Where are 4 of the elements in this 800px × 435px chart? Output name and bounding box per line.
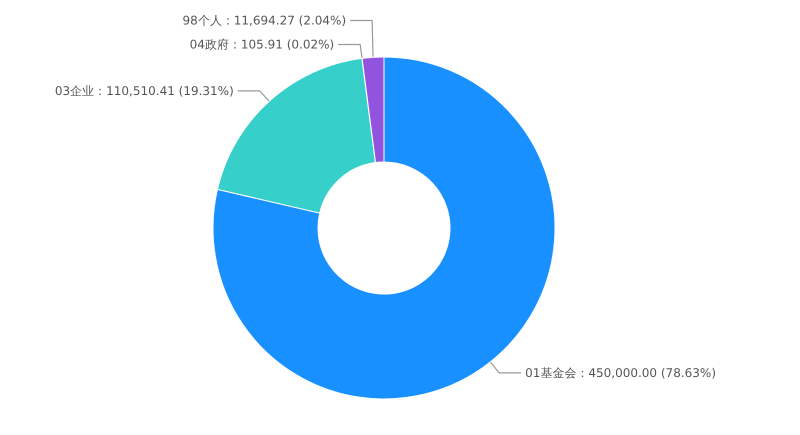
slice-label: 03企业：110,510.41 (19.31%) bbox=[54, 84, 234, 98]
slice-label: 01基金会：450,000.00 (78.63%) bbox=[525, 366, 716, 380]
slice-label: 04政府：105.91 (0.02%) bbox=[190, 38, 334, 52]
slice-label: 98个人：11,694.27 (2.04%) bbox=[182, 14, 346, 28]
